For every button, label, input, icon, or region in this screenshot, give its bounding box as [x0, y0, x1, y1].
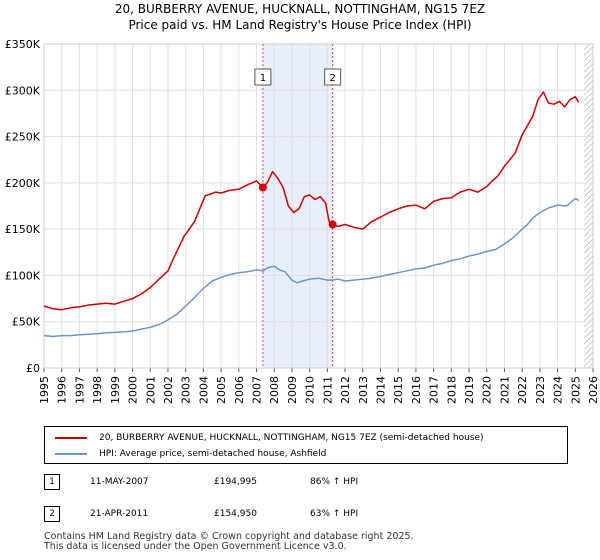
x-tick-label: 2004	[197, 376, 210, 404]
sale-label-box	[324, 68, 342, 86]
legend-swatch-property	[55, 437, 87, 439]
y-tick-label: £50K	[12, 316, 41, 329]
transaction-marker: 1	[44, 474, 60, 490]
y-tick-label: £100K	[5, 269, 41, 282]
x-tick-label: 1997	[73, 376, 86, 404]
table-row: 1 11-MAY-2007 £194,995 86% ↑ HPI	[44, 474, 564, 492]
sale-label-box	[254, 68, 272, 86]
plot-frame	[43, 43, 594, 369]
x-tick-label: 1995	[38, 376, 51, 404]
x-tick-label: 2014	[374, 376, 387, 404]
x-tick-label: 2019	[463, 376, 476, 404]
legend-swatch-hpi	[55, 453, 87, 455]
x-tick-label: 2003	[180, 376, 193, 404]
x-tick-label: 2008	[268, 376, 281, 404]
y-tick-label: £300K	[5, 84, 41, 97]
x-tick-label: 2025	[569, 376, 582, 404]
sale-point	[258, 183, 267, 192]
x-tick-label: 2010	[304, 376, 317, 404]
x-tick-label: 2024	[552, 376, 565, 404]
footer: Contains HM Land Registry data © Crown c…	[44, 532, 414, 552]
legend-label-property: 20, BURBERRY AVENUE, HUCKNALL, NOTTINGHA…	[99, 433, 484, 443]
transaction-price: £194,995	[214, 477, 257, 487]
sale-label: 1	[260, 73, 266, 84]
y-tick-label: £0	[26, 362, 40, 375]
transaction-price: £154,950	[214, 509, 257, 519]
transaction-marker: 2	[44, 506, 60, 522]
sale-point	[328, 220, 337, 229]
transaction-date: 11-MAY-2007	[90, 477, 149, 487]
x-tick-label: 2002	[162, 376, 175, 404]
transaction-date: 21-APR-2011	[90, 509, 149, 519]
table-row: 2 21-APR-2011 £154,950 63% ↑ HPI	[44, 506, 564, 524]
chart-subtitle: Price paid vs. HM Land Registry's House …	[128, 18, 472, 32]
x-tick-label: 2001	[144, 376, 157, 404]
x-tick-label: 2005	[215, 376, 228, 404]
x-tick-label: 2026	[587, 376, 600, 404]
x-tick-label: 2018	[445, 376, 458, 404]
x-tick-label: 2022	[516, 376, 529, 404]
x-tick-label: 1998	[91, 376, 104, 404]
legend-item-hpi: HPI: Average price, semi-detached house,…	[55, 447, 326, 461]
x-tick-label: 1996	[56, 376, 69, 404]
y-tick-label: £150K	[5, 223, 41, 236]
x-tick-label: 1999	[109, 376, 122, 404]
legend-label-hpi: HPI: Average price, semi-detached house,…	[99, 449, 327, 459]
x-tick-label: 2016	[410, 376, 423, 404]
x-tick-label: 2011	[321, 376, 334, 404]
forecast-hatch	[584, 44, 593, 368]
x-tick-label: 2006	[233, 376, 246, 404]
y-tick-label: £250K	[5, 131, 41, 144]
transaction-hpi: 86% ↑ HPI	[310, 477, 359, 487]
footer-license: This data is licensed under the Open Gov…	[44, 541, 347, 552]
hpi-line	[43, 197, 580, 338]
chart-title: 20, BURBERRY AVENUE, HUCKNALL, NOTTINGHA…	[114, 2, 486, 16]
x-tick-label: 2023	[534, 376, 547, 404]
y-tick-label: £350K	[5, 38, 41, 51]
x-tick-label: 2017	[428, 376, 441, 404]
x-tick-label: 2021	[498, 376, 511, 404]
y-tick-label: £200K	[5, 177, 41, 190]
x-tick-label: 2013	[357, 376, 370, 404]
x-tick-label: 2015	[392, 376, 405, 404]
legend-item-property: 20, BURBERRY AVENUE, HUCKNALL, NOTTINGHA…	[55, 431, 484, 445]
x-tick-label: 2007	[251, 376, 264, 404]
sale-label: 2	[329, 73, 335, 84]
footer-copyright: Contains HM Land Registry data © Crown c…	[44, 531, 414, 542]
legend: 20, BURBERRY AVENUE, HUCKNALL, NOTTINGHA…	[44, 426, 568, 464]
sale-period-shade	[262, 44, 333, 368]
x-tick-label: 2000	[127, 376, 140, 404]
price-chart: £0 £50K £100K £150K £200K £250K £300K £350K 1995…	[5, 38, 600, 404]
x-tick-label: 2012	[339, 376, 352, 404]
x-tick-label: 2020	[481, 376, 494, 404]
transaction-hpi: 63% ↑ HPI	[310, 509, 359, 519]
x-tick-label: 2009	[286, 376, 299, 404]
property-price-line	[43, 91, 580, 311]
